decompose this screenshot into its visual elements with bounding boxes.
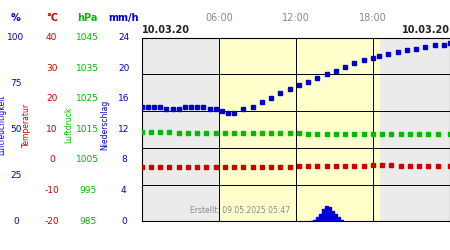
Text: 10: 10 (46, 125, 58, 134)
Text: 4: 4 (121, 186, 126, 195)
Text: 25: 25 (10, 171, 22, 180)
Text: 10.03.20: 10.03.20 (142, 25, 190, 34)
Bar (313, 220, 315, 221)
Text: 12:00: 12:00 (282, 13, 310, 23)
Text: 10.03.20: 10.03.20 (402, 25, 450, 34)
Text: 1025: 1025 (76, 94, 99, 103)
Text: 16: 16 (118, 94, 130, 103)
Bar (322, 209, 325, 221)
Text: 75: 75 (10, 79, 22, 88)
Text: 0: 0 (49, 156, 54, 164)
Text: 1015: 1015 (76, 125, 99, 134)
Text: Luftfeuchtigkeit: Luftfeuchtigkeit (0, 95, 7, 155)
Bar (341, 220, 343, 221)
Bar (325, 206, 328, 221)
Text: 20: 20 (46, 94, 58, 103)
Text: 12: 12 (118, 125, 130, 134)
Text: hPa: hPa (77, 13, 98, 23)
Text: °C: °C (46, 13, 58, 23)
Text: 06:00: 06:00 (205, 13, 233, 23)
Bar (320, 214, 322, 221)
Text: 0: 0 (121, 217, 126, 226)
Text: 50: 50 (10, 125, 22, 134)
Text: 40: 40 (46, 33, 58, 42)
Bar (316, 218, 319, 221)
Text: 995: 995 (79, 186, 96, 195)
Text: 18:00: 18:00 (359, 13, 387, 23)
Bar (335, 214, 337, 221)
Text: 1035: 1035 (76, 64, 99, 72)
Text: Temperatur: Temperatur (22, 103, 31, 147)
Text: mm/h: mm/h (108, 13, 139, 23)
Bar (219, 38, 379, 221)
Text: 8: 8 (121, 156, 126, 164)
Bar (338, 218, 340, 221)
Text: -10: -10 (45, 186, 59, 195)
Text: 1005: 1005 (76, 156, 99, 164)
Bar (328, 208, 331, 221)
Text: %: % (11, 13, 21, 23)
Text: 100: 100 (7, 33, 24, 42)
Bar (332, 210, 334, 221)
Text: -20: -20 (45, 217, 59, 226)
Text: Luftdruck: Luftdruck (64, 107, 73, 143)
Text: Niederschlag: Niederschlag (100, 100, 109, 150)
Text: 30: 30 (46, 64, 58, 72)
Text: Erstellt: 09.05.2025 05:47: Erstellt: 09.05.2025 05:47 (190, 206, 290, 215)
Text: 24: 24 (118, 33, 130, 42)
Text: 1045: 1045 (76, 33, 99, 42)
Text: 0: 0 (13, 217, 18, 226)
Text: 985: 985 (79, 217, 96, 226)
Text: 20: 20 (118, 64, 130, 72)
